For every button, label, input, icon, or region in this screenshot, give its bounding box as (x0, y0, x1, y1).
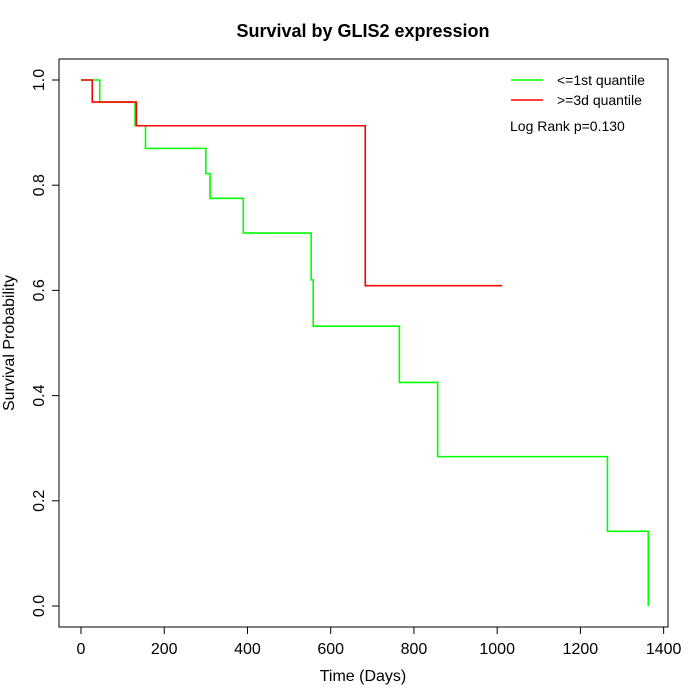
x-tick-label: 800 (401, 641, 428, 658)
x-tick-label: 400 (234, 641, 261, 658)
x-axis: 0 200 400 600 800 1000 1200 1400 (77, 626, 682, 658)
chart-title: Survival by GLIS2 expression (236, 21, 489, 41)
legend-label-2: >=3d quantile (557, 92, 642, 108)
series-line-2 (81, 79, 503, 287)
y-tick-label: 0.0 (31, 595, 48, 617)
y-axis-label: Survival Probability (1, 275, 18, 411)
log-rank-annotation: Log Rank p=0.130 (510, 118, 625, 134)
x-tick-label: 1200 (563, 641, 599, 658)
x-tick-label: 1400 (646, 641, 682, 658)
series-layer (80, 79, 650, 607)
x-tick-label: 200 (151, 641, 178, 658)
y-tick-label: 0.2 (31, 490, 48, 512)
plot-frame (58, 58, 669, 628)
y-tick-label: 0.4 (31, 384, 48, 406)
y-tick-label: 1.0 (31, 69, 48, 91)
legend-label-1: <=1st quantile (557, 72, 645, 88)
x-tick-label: 0 (77, 641, 86, 658)
y-tick-label: 0.8 (31, 174, 48, 196)
x-tick-label: 1000 (479, 641, 515, 658)
x-axis-label: Time (Days) (320, 668, 407, 685)
legend: <=1st quantile >=3d quantile (511, 72, 645, 108)
x-tick-label: 600 (317, 641, 344, 658)
y-axis: 0.0 0.2 0.4 0.6 0.8 1.0 (31, 69, 60, 617)
y-tick-label: 0.6 (31, 279, 48, 301)
